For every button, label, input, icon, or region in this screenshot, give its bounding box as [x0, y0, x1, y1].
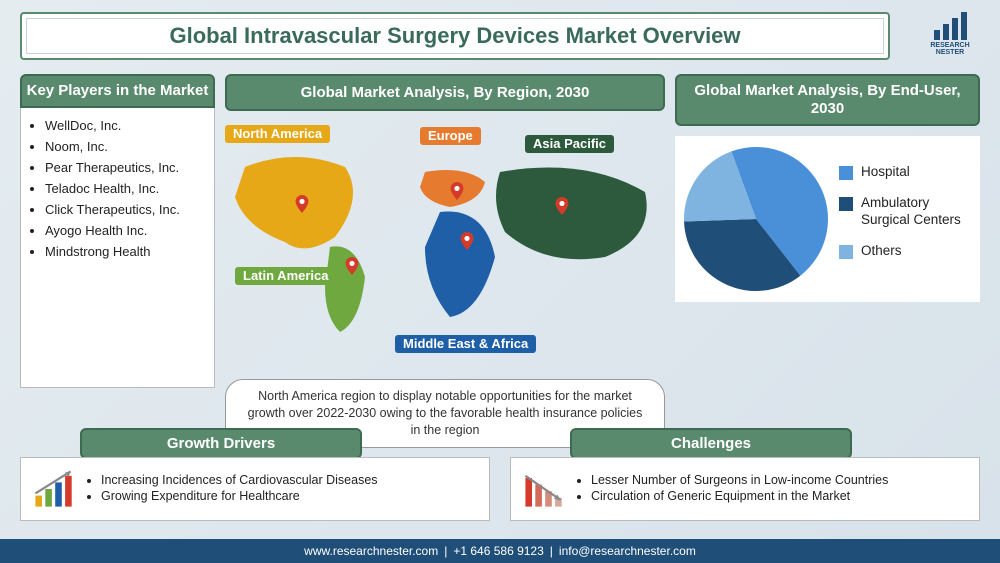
legend-label: Hospital: [861, 164, 910, 181]
decline-chart-icon: [521, 467, 565, 511]
key-players-body: WellDoc, Inc. Noom, Inc. Pear Therapeutics…: [20, 108, 215, 388]
world-map: North America Latin America Europe Asia …: [225, 117, 665, 377]
brand-logo: RESEARCH NESTER: [910, 10, 990, 60]
legend-swatch: [839, 245, 853, 259]
region-label-middle-east-africa: Middle East & Africa: [395, 335, 536, 353]
pie-legend: Hospital Ambulatory Surgical Centers Other…: [839, 164, 974, 274]
region-label-asia-pacific: Asia Pacific: [525, 135, 614, 153]
region-label-europe: Europe: [420, 127, 481, 145]
list-item: Teladoc Health, Inc.: [45, 181, 202, 196]
list-item: Pear Therapeutics, Inc.: [45, 160, 202, 175]
logo-bars-icon: [934, 10, 967, 40]
region-map-heading: Global Market Analysis, By Region, 2030: [225, 74, 665, 111]
growth-chart-icon: [31, 467, 75, 511]
list-item: Growing Expenditure for Healthcare: [101, 489, 378, 503]
footer-email: info@researchnester.com: [559, 544, 696, 558]
logo-text-2: NESTER: [930, 49, 969, 56]
list-item: Lesser Number of Surgeons in Low-income …: [591, 473, 888, 487]
key-players-panel: Key Players in the Market WellDoc, Inc. N…: [20, 74, 215, 388]
list-item: WellDoc, Inc.: [45, 118, 202, 133]
logo-text-1: RESEARCH: [930, 42, 969, 49]
map-pin-icon: [450, 182, 464, 200]
list-item: Ayogo Health Inc.: [45, 223, 202, 238]
map-pin-icon: [555, 197, 569, 215]
list-item: Circulation of Generic Equipment in the …: [591, 489, 888, 503]
legend-item: Ambulatory Surgical Centers: [839, 195, 974, 229]
region-map-panel: Global Market Analysis, By Region, 2030 …: [225, 74, 665, 448]
region-label-north-america: North America: [225, 125, 330, 143]
list-item: Noom, Inc.: [45, 139, 202, 154]
map-pin-icon: [295, 195, 309, 213]
footer-phone: +1 646 586 9123: [453, 544, 543, 558]
legend-item: Hospital: [839, 164, 974, 181]
page-title: Global Intravascular Surgery Devices Mar…: [169, 23, 740, 49]
key-players-heading: Key Players in the Market: [20, 74, 215, 108]
world-map-svg: [225, 147, 665, 347]
region-label-latin-america: Latin America: [235, 267, 337, 285]
challenges-panel: Challenges Lesser Number of Surgeons in …: [510, 428, 980, 521]
challenges-heading: Challenges: [570, 428, 852, 459]
legend-label: Others: [861, 243, 902, 260]
list-item: Mindstrong Health: [45, 244, 202, 259]
list-item: Increasing Incidences of Cardiovascular …: [101, 473, 378, 487]
footer-bar: www.researchnester.com | +1 646 586 9123…: [0, 539, 1000, 563]
growth-drivers-heading: Growth Drivers: [80, 428, 362, 459]
map-pin-icon: [460, 232, 474, 250]
legend-swatch: [839, 166, 853, 180]
pie-chart: [681, 144, 831, 294]
main-title-bar: Global Intravascular Surgery Devices Mar…: [20, 12, 890, 60]
list-item: Click Therapeutics, Inc.: [45, 202, 202, 217]
legend-label: Ambulatory Surgical Centers: [861, 195, 974, 229]
map-pin-icon: [345, 257, 359, 275]
footer-site: www.researchnester.com: [304, 544, 438, 558]
end-user-heading: Global Market Analysis, By End-User, 203…: [675, 74, 980, 126]
end-user-panel: Global Market Analysis, By End-User, 203…: [675, 74, 980, 302]
legend-swatch: [839, 197, 853, 211]
legend-item: Others: [839, 243, 974, 260]
growth-drivers-panel: Growth Drivers Increasing Incidences of …: [20, 428, 490, 521]
